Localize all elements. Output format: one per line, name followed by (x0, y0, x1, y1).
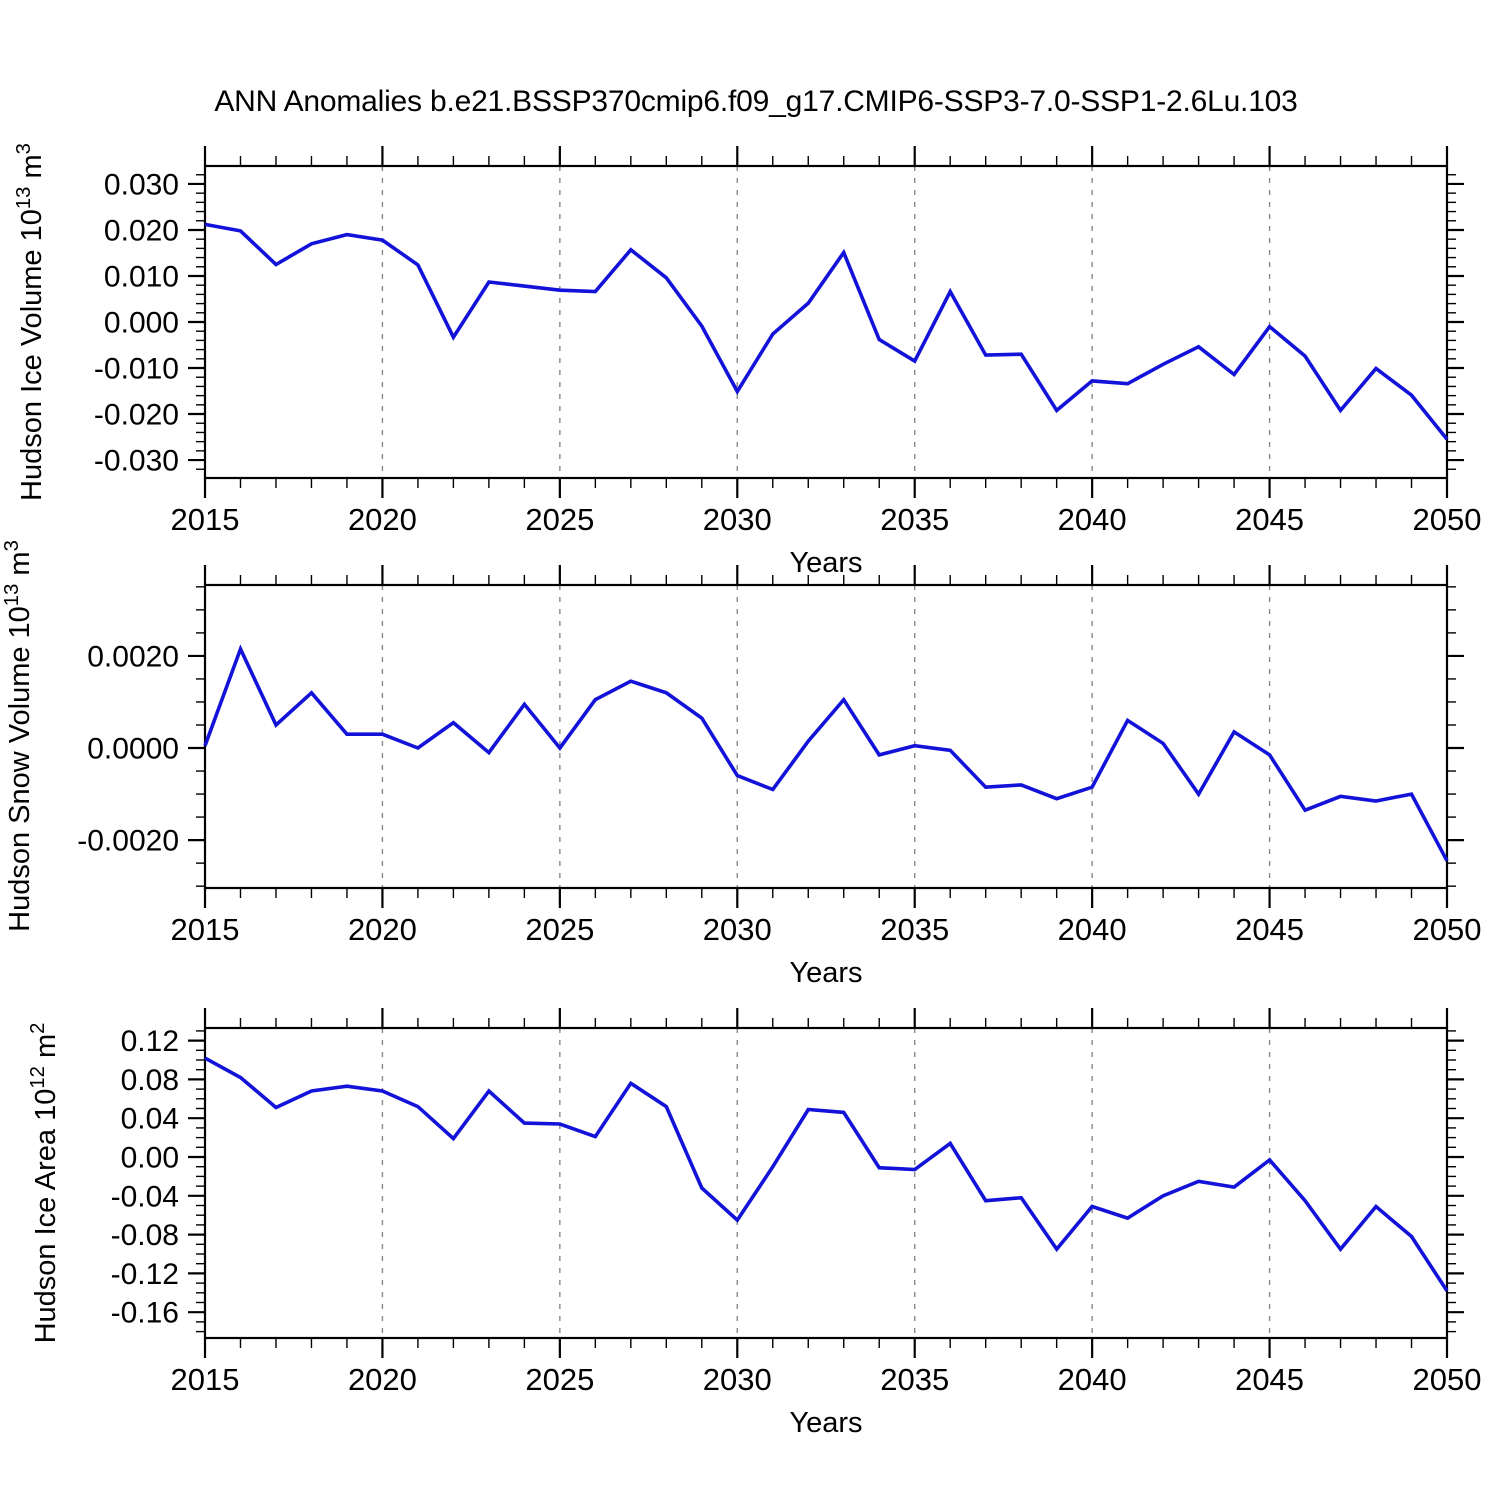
y-tick-label: 0.0020 (87, 640, 179, 673)
y-tick-label: -0.030 (94, 445, 179, 478)
data-line (204, 1056, 1449, 1292)
x-tick-label: 2025 (525, 1362, 594, 1397)
x-tick-label: 2020 (348, 502, 417, 537)
x-tick-label: 2015 (171, 1362, 240, 1397)
panel-ice-area: 0.12 0.08 0.04 0.00 -0.04 -0.08 -0.12 -0.16 2015… (111, 1008, 1482, 1397)
y-tick-label: -0.16 (111, 1297, 179, 1330)
x-tick-label: 2035 (880, 502, 949, 537)
y-tick-label: -0.08 (111, 1219, 179, 1252)
x-axis-label-years-panel2: Years (789, 957, 863, 989)
y-tick-label: 0.000 (104, 307, 179, 340)
x-tick-label: 2045 (1235, 1362, 1304, 1397)
y-tick-label: 0.0000 (87, 733, 179, 766)
x-tick-label: 2045 (1235, 502, 1304, 537)
x-tick-label: 2020 (348, 912, 417, 947)
y-tick-label: 0.12 (121, 1025, 179, 1058)
x-tick-label: 2035 (880, 1362, 949, 1397)
x-axis-label-years-panel3: Years (789, 1407, 863, 1439)
axis-box (203, 1026, 1449, 1340)
x-tick-label: 2030 (703, 912, 772, 947)
y-tick-label: -0.12 (111, 1258, 179, 1291)
x-tick-label: 2030 (703, 1362, 772, 1397)
x-tick-label: 2050 (1413, 912, 1482, 947)
x-tick-label: 2015 (171, 912, 240, 947)
axis-box (203, 164, 1449, 480)
x-axis-label-years-panel1: Years (789, 547, 863, 579)
y-tick-label: -0.020 (94, 399, 179, 432)
x-tick-label: 2015 (171, 502, 240, 537)
x-tick-label: 2025 (525, 502, 594, 537)
x-tick-label: 2030 (703, 502, 772, 537)
x-tick-label: 2040 (1058, 1362, 1127, 1397)
x-tick-label: 2045 (1235, 912, 1304, 947)
y-tick-label: 0.020 (104, 214, 179, 247)
chart-title: ANN Anomalies b.e21.BSSP370cmip6.f09_g17… (214, 85, 1298, 118)
y-tick-label: 0.00 (121, 1142, 179, 1175)
data-line (203, 644, 1449, 862)
x-tick-label: 2035 (880, 912, 949, 947)
x-tick-label: 2040 (1058, 502, 1127, 537)
x-tick-label: 2025 (525, 912, 594, 947)
x-tick-label: 2020 (348, 1362, 417, 1397)
x-tick-label: 2040 (1058, 912, 1127, 947)
axis-box (203, 583, 1449, 890)
x-tick-label: 2050 (1413, 1362, 1482, 1397)
y-tick-label: 0.04 (121, 1103, 179, 1136)
y-tick-label: 0.08 (121, 1064, 179, 1097)
y-tick-label: 0.010 (104, 260, 179, 293)
panel-ice-volume: 0.030 0.020 0.010 0.000 -0.010 -0.020 -0.030 20… (94, 146, 1482, 537)
data-line (204, 222, 1449, 441)
y-tick-label: -0.0020 (77, 825, 179, 858)
y-tick-label: -0.010 (94, 353, 179, 386)
x-tick-label: 2050 (1413, 502, 1482, 537)
y-tick-label: 0.030 (104, 168, 179, 201)
panel-snow-volume: 0.0020 0.0000 -0.0020 2015 2020 2025 2030 2035 2… (77, 565, 1481, 947)
y-tick-label: -0.04 (111, 1180, 179, 1213)
